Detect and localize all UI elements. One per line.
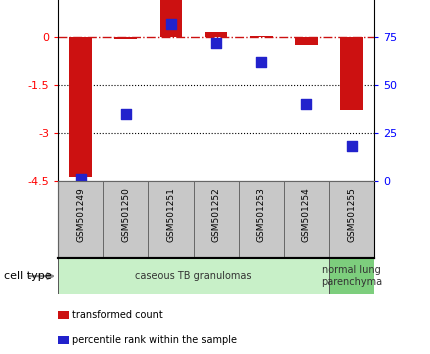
Point <box>303 101 310 107</box>
Text: GSM501249: GSM501249 <box>76 187 85 241</box>
Point <box>258 59 265 65</box>
Text: GSM501251: GSM501251 <box>166 187 175 242</box>
Bar <box>295 37 318 45</box>
Bar <box>69 37 92 177</box>
Bar <box>160 0 182 37</box>
Point <box>77 176 84 182</box>
Bar <box>58 258 329 294</box>
Bar <box>205 32 227 37</box>
Bar <box>114 37 137 39</box>
Text: GSM501253: GSM501253 <box>257 187 266 242</box>
Bar <box>250 35 273 37</box>
Text: GSM501252: GSM501252 <box>212 187 221 241</box>
Point <box>122 111 129 116</box>
Bar <box>329 258 374 294</box>
Point <box>212 40 219 46</box>
Text: GSM501254: GSM501254 <box>302 187 311 241</box>
Text: cell type: cell type <box>4 271 52 281</box>
Text: percentile rank within the sample: percentile rank within the sample <box>72 335 237 345</box>
Text: normal lung
parenchyma: normal lung parenchyma <box>321 265 382 287</box>
Bar <box>340 37 363 110</box>
Text: GSM501250: GSM501250 <box>121 187 130 242</box>
Text: transformed count: transformed count <box>72 310 163 320</box>
Point <box>168 21 175 27</box>
Text: caseous TB granulomas: caseous TB granulomas <box>135 271 252 281</box>
Point <box>348 143 355 149</box>
Text: GSM501255: GSM501255 <box>347 187 356 242</box>
